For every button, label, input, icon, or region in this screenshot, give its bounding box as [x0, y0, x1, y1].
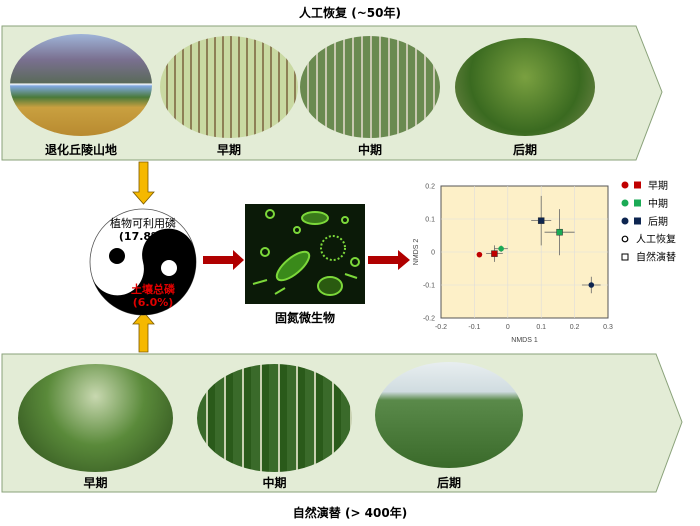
yinyang-lower: 土壤总磷 (6.0%): [103, 283, 203, 309]
y-tick-label: -0.2: [423, 316, 435, 323]
microbe-label: 固氮微生物: [274, 311, 335, 325]
photo-artificial-mid: [300, 36, 440, 138]
x-tick-label: 0: [506, 324, 510, 331]
point-square: [491, 250, 498, 257]
stage-label-early: 早期: [216, 143, 241, 157]
legend-shape-label: 自然演替: [636, 251, 676, 264]
stage-label-late: 后期: [512, 143, 537, 157]
legend-label: 中期: [648, 197, 668, 210]
point-circle: [588, 282, 595, 288]
natural-stage-label-late: 后期: [436, 476, 461, 490]
y-tick-label: 0.1: [425, 217, 435, 224]
yellow-arrow-up: [132, 311, 155, 353]
legend-circle-marker: [621, 199, 629, 207]
photo-natural-mid: [197, 364, 352, 472]
yinyang-upper: 植物可利用磷 (17.8%): [93, 217, 193, 243]
natural-stage-label-mid: 中期: [262, 476, 287, 490]
point-square: [537, 217, 545, 224]
legend-circle-marker: [621, 217, 629, 225]
soil-total-p-value: (6.0%): [132, 296, 174, 309]
plant-available-p-label: 植物可利用磷: [110, 217, 176, 230]
plant-available-p-value: (17.8%): [118, 230, 168, 243]
point-circle: [476, 251, 483, 258]
legend-square-marker: [634, 181, 641, 189]
y-tick-label: 0.2: [425, 184, 435, 191]
photo-natural-late: [375, 362, 523, 468]
legend-shape-circle: [621, 235, 629, 243]
x-axis-label: NMDS 1: [511, 337, 538, 344]
legend-label: 早期: [648, 180, 668, 192]
legend-shape-square: [621, 253, 629, 261]
soil-total-p-label: 土壤总磷: [131, 283, 175, 296]
photo-artificial-early: [160, 36, 298, 138]
bottom-title: 自然演替 (> 400年): [292, 506, 408, 520]
point-square: [556, 228, 563, 236]
stage-label-degraded: 退化丘陵山地: [44, 143, 117, 157]
x-tick-label: 0.3: [603, 324, 613, 331]
legend-shape-label: 人工恢复: [636, 233, 676, 246]
top-title: 人工恢复 (~50年): [299, 6, 401, 20]
point-circle: [498, 245, 504, 252]
x-tick-label: 0.1: [536, 324, 546, 331]
x-tick-label: -0.2: [435, 324, 447, 331]
natural-stage-label-early: 早期: [83, 476, 108, 490]
photo-degraded-hills: [10, 34, 152, 136]
photo-artificial-late: [455, 38, 595, 136]
legend-circle-marker: [621, 181, 629, 189]
nitrogen-fixing-microbe-image: [245, 204, 365, 304]
photo-natural-early: [18, 364, 173, 472]
legend-square-marker: [634, 199, 641, 207]
x-tick-label: -0.1: [468, 324, 480, 331]
legend-label: 后期: [648, 216, 668, 228]
yellow-arrow-down: [132, 161, 155, 205]
y-axis-label: NMDS 2: [413, 239, 420, 266]
nmds-chart: -0.2 -0.1 0 0.1 0.2 0.3 0.2 0.1 0 -0.1 -0.2 NMDS 1 N…: [413, 180, 676, 344]
red-arrow-1: [203, 250, 244, 270]
y-tick-label: -0.1: [423, 283, 435, 290]
stage-label-mid: 中期: [357, 143, 382, 157]
yinyang-icon: [89, 208, 197, 316]
red-arrow-2: [368, 250, 410, 270]
legend-square-marker: [634, 217, 641, 225]
y-tick-label: 0: [431, 250, 435, 257]
x-tick-label: 0.2: [570, 324, 580, 331]
